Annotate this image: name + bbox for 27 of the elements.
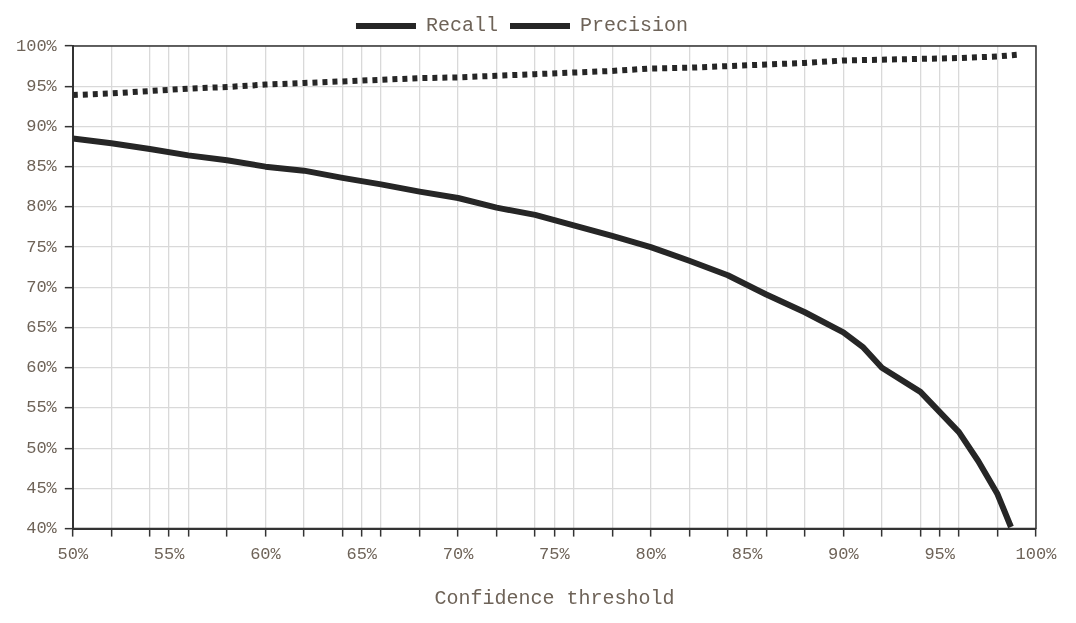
y-tick-label: 60% (26, 358, 58, 378)
y-tick-label: 80% (26, 197, 58, 217)
legend-label: Precision (580, 14, 689, 38)
y-tick-label: 75% (26, 237, 58, 257)
y-tick-label: 85% (26, 157, 58, 177)
x-tick-label: 70% (442, 545, 475, 565)
x-axis-title: Confidence threshold (434, 587, 675, 611)
x-tick-label: 50% (57, 545, 89, 565)
x-tick-label: 75% (539, 545, 571, 565)
x-tick-label: 95% (924, 545, 956, 565)
y-tick-label: 95% (26, 76, 58, 96)
x-tick-label: 60% (250, 545, 282, 565)
y-tick-label: 100% (15, 36, 58, 56)
x-tick-label: 100% (1015, 545, 1058, 565)
y-tick-label: 50% (26, 438, 58, 458)
y-tick-label: 40% (26, 519, 58, 539)
x-tick-label: 90% (828, 545, 860, 565)
y-tick-label: 65% (26, 318, 58, 338)
x-tick-label: 55% (153, 545, 186, 565)
x-tick-label: 80% (635, 545, 667, 565)
x-tick-label: 65% (346, 545, 378, 565)
legend-label: Recall (425, 14, 498, 38)
y-tick-label: 45% (26, 478, 58, 498)
y-tick-label: 70% (26, 277, 58, 297)
y-tick-label: 55% (26, 398, 58, 418)
y-tick-label: 90% (26, 116, 58, 136)
x-tick-label: 85% (731, 545, 764, 565)
